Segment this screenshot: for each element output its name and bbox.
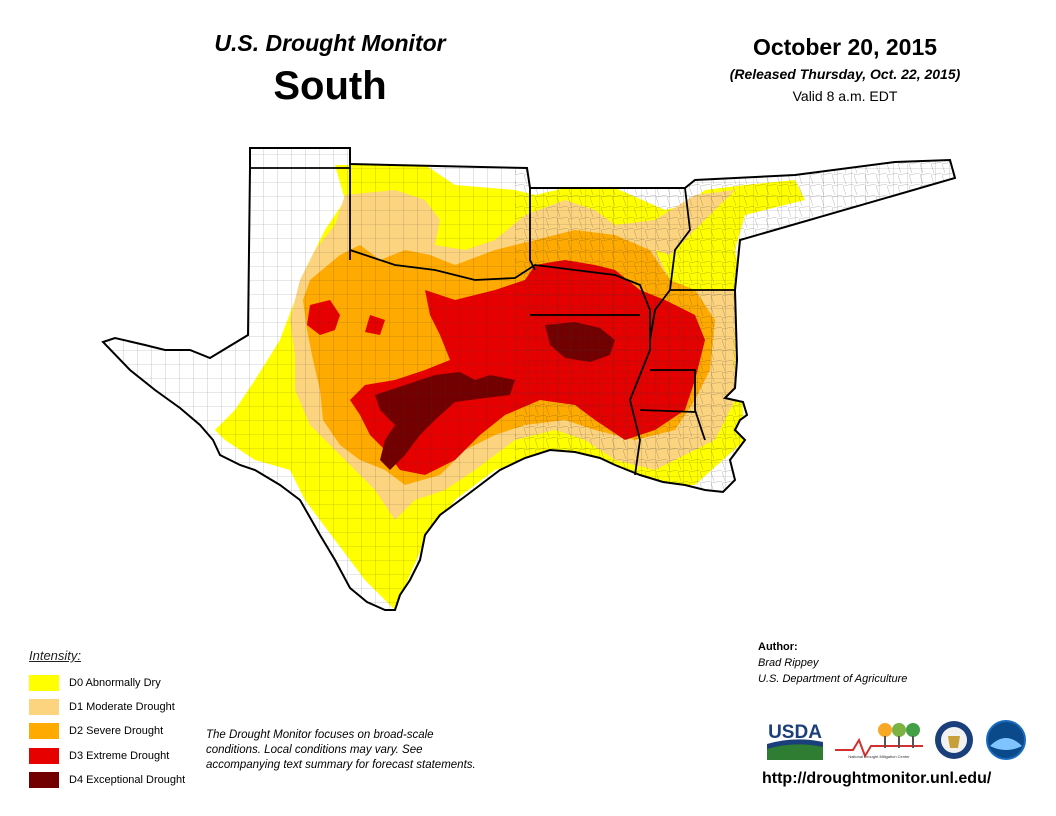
disclaimer-note: The Drought Monitor focuses on broad-sca…	[206, 729, 476, 771]
release-date: (Released Thursday, Oct. 22, 2015)	[729, 66, 961, 82]
legend-swatch-d3	[29, 748, 59, 764]
legend-label: D1 Moderate Drought	[69, 701, 175, 713]
drought-map	[102, 147, 956, 611]
website-url: http://droughtmonitor.unl.edu/	[762, 770, 992, 787]
usda-logo: USDA	[767, 722, 823, 760]
legend-label: D3 Extreme Drought	[69, 750, 170, 762]
ndmc-logo-text: National Drought Mitigation Center	[848, 754, 910, 759]
legend-swatch-d4	[29, 772, 59, 788]
map-title: U.S. Drought Monitor	[214, 30, 446, 56]
valid-time: Valid 8 a.m. EDT	[792, 88, 898, 104]
doc-seal-icon	[935, 721, 973, 759]
author-organization: U.S. Department of Agriculture	[758, 673, 908, 685]
legend-swatch-d1	[29, 699, 59, 715]
legend-swatch-d0	[29, 675, 59, 691]
usda-logo-text: USDA	[768, 722, 822, 743]
legend-swatch-d2	[29, 723, 59, 739]
noaa-logo-icon	[986, 720, 1026, 760]
author-name: Brad Rippey	[758, 657, 819, 669]
legend-title: Intensity:	[29, 648, 82, 663]
ndmc-logo: National Drought Mitigation Center	[835, 723, 923, 759]
map-date: October 20, 2015	[752, 34, 938, 60]
legend-label: D0 Abnormally Dry	[69, 677, 161, 689]
author-heading: Author:	[758, 641, 798, 653]
legend-label: D4 Exceptional Drought	[69, 774, 186, 786]
region-title: South	[273, 64, 387, 108]
legend-label: D2 Severe Drought	[69, 725, 164, 737]
